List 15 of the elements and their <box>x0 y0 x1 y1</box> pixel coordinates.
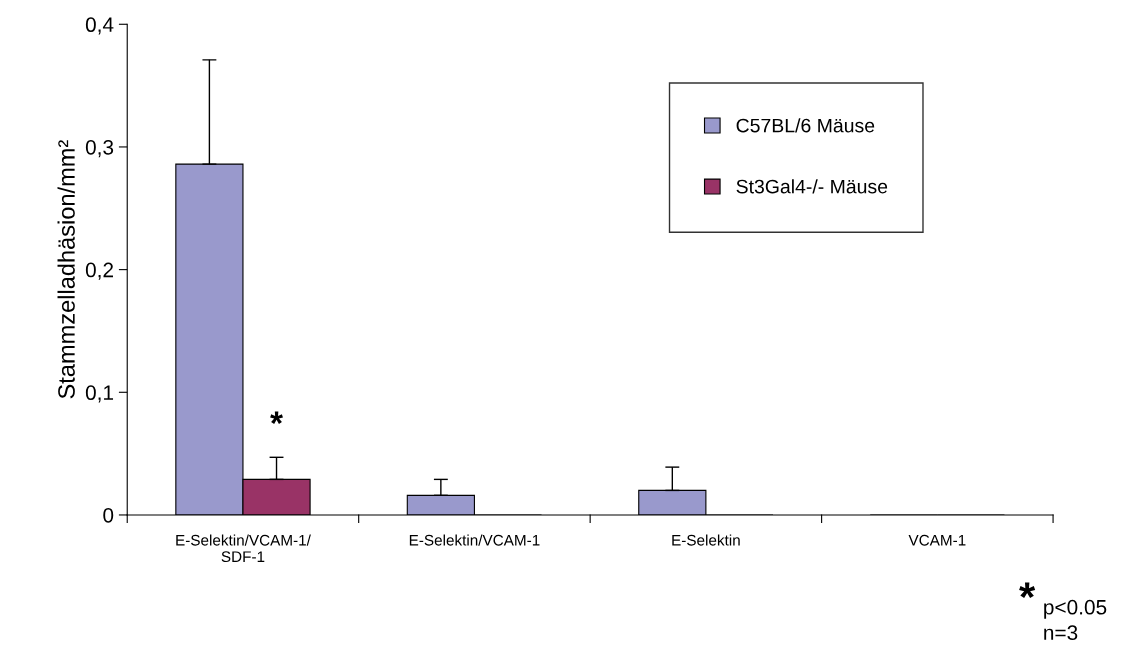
x-tick-label: E-Selektin/VCAM-1 <box>409 534 540 546</box>
y-tick-label: 0,2 <box>85 262 113 280</box>
y-tick-label: 0,3 <box>85 139 114 158</box>
legend-label: St3Gal4-/- Mäuse <box>736 179 888 194</box>
y-tick-label: 0,4 <box>85 17 114 35</box>
y-tick-label: 0,1 <box>85 385 114 403</box>
x-tick-label: E-Selektin/VCAM-1/ SDF-1 <box>176 534 311 563</box>
y-tick-label: 0 <box>103 507 114 523</box>
x-tick-label: VCAM-1 <box>908 534 966 546</box>
annotation: * <box>270 411 283 424</box>
legend-label: C57BL/6 Mäuse <box>736 118 875 133</box>
x-tick-label: E-Selektin <box>672 534 740 546</box>
y-axis-title: Stammzelladhäsion/mm² <box>57 140 75 399</box>
text: p<0.05 n=3 <box>1044 599 1107 641</box>
text: * <box>1019 582 1036 599</box>
